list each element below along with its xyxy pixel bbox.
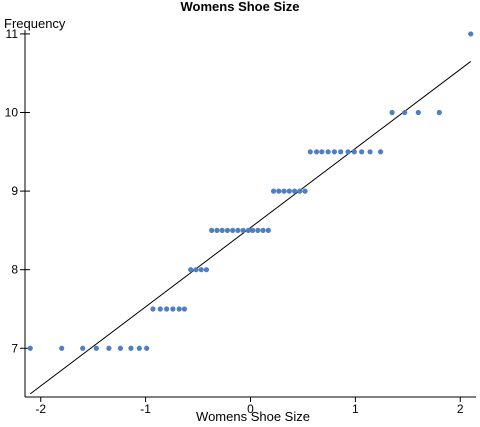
data-point bbox=[106, 345, 112, 351]
data-point bbox=[144, 345, 150, 351]
data-point bbox=[224, 227, 231, 233]
x-axis-label: Womens Shoe Size bbox=[196, 409, 310, 424]
y-axis-ticks: 7 8 9 10 11 bbox=[5, 27, 30, 355]
data-point bbox=[209, 227, 215, 233]
fit-line bbox=[29, 61, 472, 395]
data-point bbox=[240, 227, 246, 233]
data-point bbox=[402, 109, 408, 116]
x-tick-label: -2 bbox=[35, 402, 46, 416]
x-tick-label: 2 bbox=[457, 402, 464, 416]
data-point bbox=[128, 345, 134, 351]
data-point bbox=[359, 149, 365, 155]
data-point bbox=[260, 227, 266, 233]
y-tick-label: 7 bbox=[11, 341, 18, 355]
y-tick-label: 10 bbox=[5, 106, 19, 120]
data-point bbox=[255, 227, 261, 233]
data-point bbox=[150, 306, 156, 312]
y-axis-label: Frequency bbox=[4, 16, 66, 31]
data-point bbox=[345, 149, 351, 155]
data-point bbox=[265, 227, 271, 233]
x-tick-label: 1 bbox=[352, 402, 359, 416]
data-point bbox=[338, 149, 344, 155]
data-point bbox=[230, 227, 236, 233]
data-point bbox=[270, 188, 277, 194]
data-point bbox=[136, 345, 142, 351]
x-tick-label: -1 bbox=[140, 402, 151, 416]
data-point bbox=[276, 188, 282, 194]
data-point bbox=[297, 188, 303, 194]
data-points bbox=[27, 31, 474, 351]
x-tick-label: 0 bbox=[247, 402, 254, 416]
data-point bbox=[245, 227, 252, 233]
data-point bbox=[93, 345, 99, 351]
data-point bbox=[436, 109, 442, 116]
data-point bbox=[157, 306, 163, 312]
data-point bbox=[198, 267, 204, 273]
chart-title: Womens Shoe Size bbox=[181, 0, 300, 14]
data-point bbox=[193, 267, 199, 273]
fit-line-group bbox=[29, 61, 472, 395]
data-point bbox=[325, 149, 331, 155]
data-point bbox=[302, 188, 308, 194]
y-tick-label: 11 bbox=[6, 27, 19, 41]
data-point bbox=[27, 345, 33, 351]
x-axis-ticks: -2 -1 0 1 2 bbox=[35, 397, 464, 416]
data-point bbox=[281, 188, 287, 194]
data-point bbox=[181, 306, 188, 312]
y-tick-label: 9 bbox=[11, 184, 18, 198]
data-point bbox=[415, 109, 421, 116]
data-point bbox=[176, 306, 182, 312]
data-point bbox=[468, 31, 474, 37]
data-point bbox=[249, 227, 256, 233]
data-point bbox=[367, 149, 373, 155]
data-point bbox=[203, 267, 210, 273]
data-point bbox=[170, 306, 176, 312]
data-point bbox=[235, 227, 241, 233]
y-tick-label: 8 bbox=[11, 263, 18, 277]
data-point bbox=[188, 267, 194, 273]
data-point bbox=[331, 149, 338, 155]
data-point bbox=[163, 306, 170, 312]
data-point bbox=[307, 149, 313, 155]
data-point bbox=[319, 149, 325, 155]
data-point bbox=[214, 227, 220, 233]
data-point bbox=[313, 149, 320, 155]
data-point bbox=[117, 345, 124, 351]
data-point bbox=[286, 188, 292, 194]
data-point bbox=[291, 188, 298, 194]
data-point bbox=[351, 149, 357, 155]
data-point bbox=[59, 345, 65, 351]
data-point bbox=[219, 227, 225, 233]
data-point bbox=[80, 345, 86, 351]
data-point bbox=[377, 149, 384, 155]
data-point bbox=[389, 109, 395, 116]
